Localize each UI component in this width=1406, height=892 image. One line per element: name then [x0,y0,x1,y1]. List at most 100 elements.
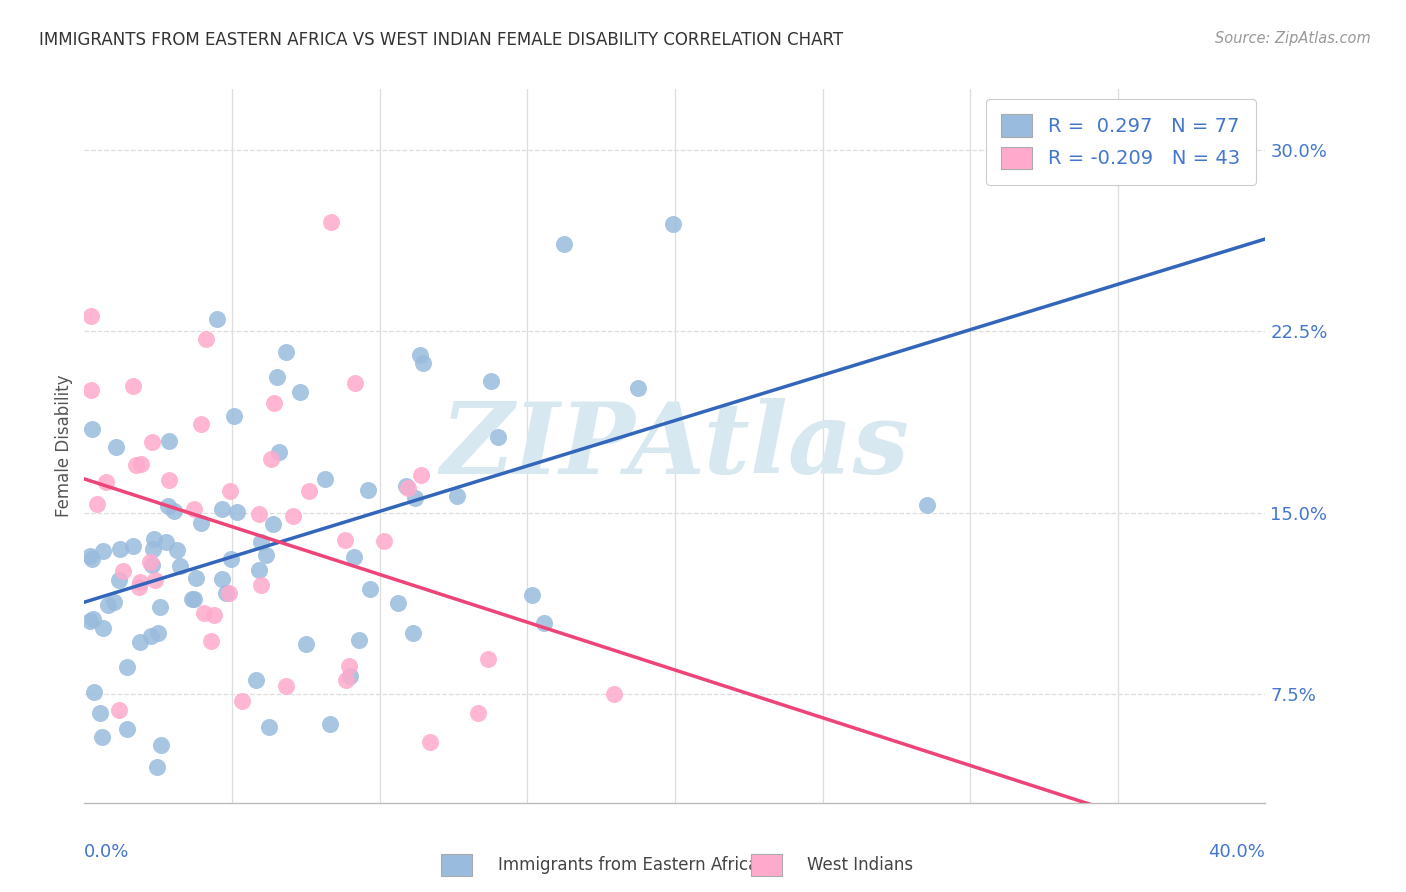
Point [143,532,166,546]
Point [79,549,101,564]
Point [245,673,267,687]
Point [115,722,138,736]
Point [263,396,285,410]
Point [169,558,191,573]
Point [141,435,163,450]
Point [533,615,555,630]
Point [319,215,342,229]
Point [128,574,150,589]
Text: 40.0%: 40.0% [1209,843,1265,861]
Text: Source: ZipAtlas.com: Source: ZipAtlas.com [1215,31,1371,46]
Point [387,595,409,609]
Point [186,571,208,585]
Point [200,634,222,648]
Point [129,457,152,471]
Point [82,612,104,626]
Point [205,312,228,326]
Point [219,552,242,566]
Point [486,430,509,444]
Point [79,614,101,628]
Point [129,635,152,649]
Point [267,444,290,458]
Point [339,669,361,683]
Point [104,440,127,454]
Point [319,716,342,731]
Point [298,484,321,499]
Point [553,237,575,252]
Point [314,472,336,486]
Point [211,572,233,586]
Point [337,659,360,673]
Point [281,509,304,524]
Point [80,383,103,397]
Point [395,479,418,493]
Point [111,564,134,578]
Point [193,606,215,620]
Point [247,563,270,577]
Point [91,621,114,635]
Point [183,592,205,607]
Point [627,381,650,395]
Point [190,516,212,530]
Point [128,580,150,594]
Point [202,607,225,622]
Point [662,217,685,231]
Point [181,592,204,607]
Point [108,703,131,717]
Point [260,451,283,466]
Point [254,548,277,562]
Point [115,660,138,674]
Point [288,384,311,399]
Point [121,379,143,393]
Point [183,502,205,516]
Point [163,503,186,517]
Point [225,505,247,519]
Point [86,497,108,511]
Point [143,573,166,587]
Point [122,539,145,553]
Point [409,348,432,362]
Text: Immigrants from Eastern Africa: Immigrants from Eastern Africa [498,855,758,874]
Point [80,310,103,324]
Point [231,694,253,708]
Point [142,541,165,556]
Point [257,720,280,734]
Point [108,541,131,556]
Point [402,626,425,640]
Point [477,651,499,665]
Point [103,595,125,609]
Point [419,735,441,749]
Point [347,633,370,648]
Point [262,517,284,532]
Point [344,376,367,390]
Point [247,507,270,521]
Point [195,332,218,346]
Point [359,582,381,596]
Point [266,370,288,384]
Point [412,356,434,370]
Point [404,491,426,505]
Point [603,687,626,701]
Text: ZIPAtlas: ZIPAtlas [440,398,910,494]
Text: IMMIGRANTS FROM EASTERN AFRICA VS WEST INDIAN FEMALE DISABILITY CORRELATION CHAR: IMMIGRANTS FROM EASTERN AFRICA VS WEST I… [39,31,844,49]
Point [218,586,240,600]
Point [157,473,180,487]
Point [146,759,169,773]
Point [479,374,502,388]
Point [409,468,432,483]
Point [149,600,172,615]
Point [295,637,318,651]
Point [333,533,356,548]
Point [166,543,188,558]
Point [108,574,131,588]
Point [83,685,105,699]
Point [917,498,939,512]
Point [89,706,111,720]
Point [125,458,148,472]
Point [80,552,103,566]
Y-axis label: Female Disability: Female Disability [55,375,73,517]
Point [356,483,378,497]
Point [91,730,114,744]
Point [215,585,238,599]
Point [139,629,162,643]
